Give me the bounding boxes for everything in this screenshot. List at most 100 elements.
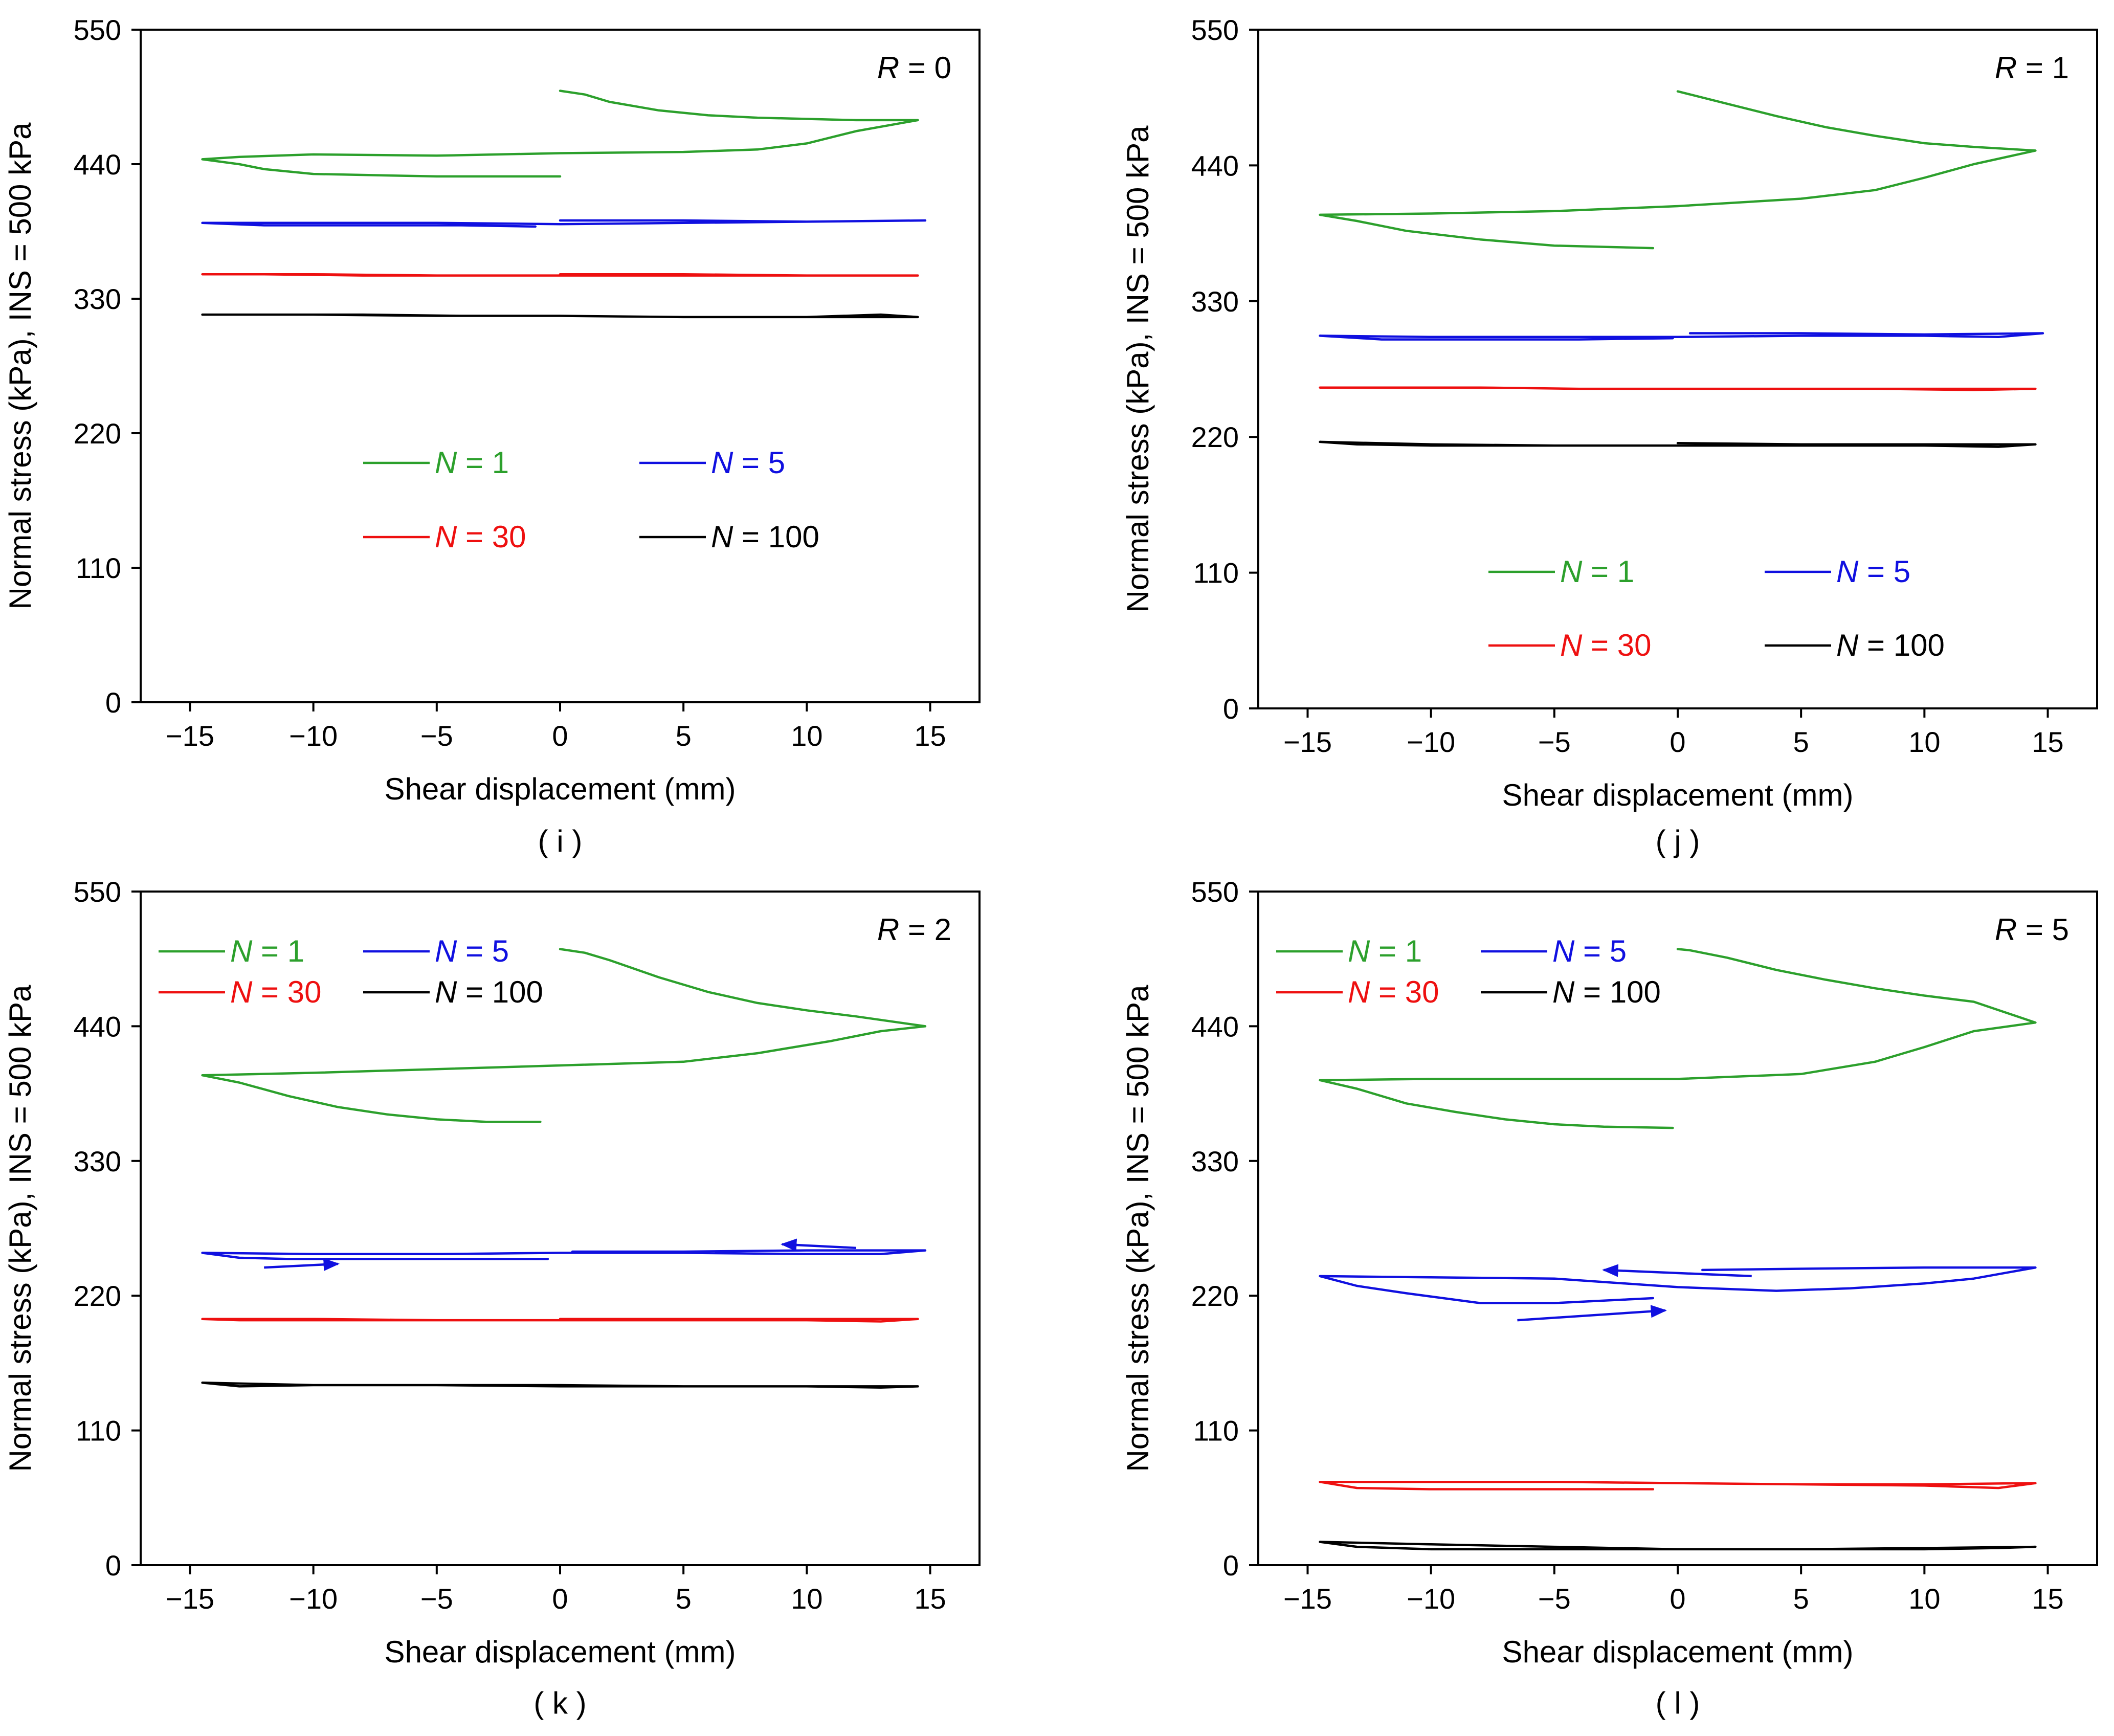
x-tick-label: 10	[791, 720, 822, 752]
legend-n-value: = 5	[457, 934, 509, 968]
x-tick-label: −15	[166, 1583, 214, 1615]
direction-arrow	[264, 1258, 340, 1271]
legend-label: N = 100	[1552, 975, 1661, 1009]
y-tick-label: 220	[74, 1280, 121, 1312]
x-tick-label: −5	[420, 1583, 453, 1615]
x-axis-label: Shear displacement (mm)	[385, 772, 736, 806]
y-tick-label: 440	[74, 148, 121, 181]
legend-label: N = 100	[711, 520, 819, 554]
x-tick-label: 0	[1670, 726, 1685, 758]
legend-n-value: = 100	[733, 520, 819, 554]
y-tick-label: 550	[74, 14, 121, 46]
y-tick-label: 220	[1191, 1280, 1239, 1312]
series-line-n100	[1319, 1541, 2037, 1551]
x-tick-label: −5	[1538, 726, 1571, 758]
r-symbol: R	[1995, 51, 2017, 85]
legend-label: N = 1	[435, 446, 509, 480]
legend-n-value: = 30	[252, 975, 321, 1009]
legend-n-symbol: N	[435, 975, 457, 1009]
legend-label: N = 30	[435, 520, 526, 554]
series-line-n30	[201, 1318, 919, 1323]
series-line-n1	[1319, 90, 2037, 250]
series-line-n100	[201, 313, 919, 319]
legend-n-symbol: N	[435, 934, 457, 968]
x-tick-label: 5	[676, 1583, 692, 1615]
r-value: = 1	[2017, 51, 2069, 85]
y-tick-label: 330	[74, 283, 121, 315]
r-symbol: R	[877, 51, 899, 85]
legend-label: N = 100	[1836, 628, 1945, 662]
direction-arrow	[1517, 1305, 1667, 1322]
x-tick-label: 0	[552, 720, 568, 752]
legend-n-value: = 5	[733, 446, 785, 480]
y-tick-label: 330	[1191, 285, 1239, 318]
legend-n-value: = 30	[457, 520, 526, 554]
series-line-n5	[201, 219, 927, 228]
panel-caption: ( i )	[538, 824, 583, 858]
series-line-n30	[201, 273, 919, 277]
r-value: = 2	[899, 912, 951, 947]
panel-caption: ( k )	[533, 1686, 586, 1720]
plot-frame	[1257, 29, 2098, 709]
x-axis-label: Shear displacement (mm)	[1502, 1635, 1854, 1669]
y-tick-label: 330	[1191, 1145, 1239, 1177]
x-tick-label: 5	[676, 720, 692, 752]
x-tick-label: −10	[1407, 1583, 1455, 1615]
legend-n-symbol: N	[435, 446, 457, 480]
panel-caption: ( j )	[1656, 824, 1700, 858]
x-tick-label: −15	[166, 720, 214, 752]
legend-n-value: = 1	[1370, 934, 1422, 968]
plot-frame	[140, 29, 981, 703]
x-tick-label: 5	[1793, 726, 1809, 758]
y-axis-label: Normal stress (kPa), INS = 500 kPa	[1121, 985, 1155, 1472]
y-tick-label: 440	[1191, 149, 1239, 182]
y-tick-label: 220	[1191, 421, 1239, 453]
legend-n-symbol: N	[1836, 628, 1859, 662]
y-tick-label: 110	[76, 552, 121, 584]
y-tick-label: 110	[1193, 557, 1239, 589]
y-tick-label: 550	[1191, 14, 1239, 46]
y-tick-label: 110	[76, 1415, 121, 1447]
panel-caption: ( l )	[1656, 1686, 1700, 1720]
panel-3: −15 −10 −5 0 5 10 15 0 110 220 330 440 550 Shear disp…	[3, 876, 981, 1720]
legend-n-value: = 1	[457, 446, 509, 480]
x-tick-label: 15	[914, 720, 946, 752]
x-tick-label: 15	[2032, 1583, 2063, 1615]
legend-n-symbol: N	[1836, 554, 1859, 589]
series-line-n1	[1319, 948, 2037, 1129]
legend-n-value: = 1	[1582, 554, 1634, 589]
legend-n-value: = 1	[252, 934, 304, 968]
x-tick-label: 0	[1670, 1583, 1685, 1615]
panel-4: −15 −10 −5 0 5 10 15 0 110 220 330 440 550 Shear disp…	[1121, 876, 2098, 1720]
legend-label: N = 30	[1560, 628, 1651, 662]
x-axis-label: Shear displacement (mm)	[385, 1635, 736, 1669]
r-symbol: R	[877, 912, 899, 947]
series-line-n100	[201, 1381, 919, 1389]
series-line-n1	[201, 90, 919, 178]
y-tick-label: 440	[74, 1010, 121, 1042]
y-axis-label: Normal stress (kPa), INS = 500 kPa	[3, 122, 37, 610]
legend-n-symbol: N	[230, 934, 253, 968]
y-axis-label: Normal stress (kPa), INS = 500 kPa	[1121, 125, 1155, 613]
legend-n-symbol: N	[230, 975, 253, 1009]
legend-n-symbol: N	[435, 520, 457, 554]
legend-n-symbol: N	[1552, 934, 1575, 968]
legend-label: N = 100	[435, 975, 543, 1009]
legend-n-symbol: N	[1348, 934, 1370, 968]
direction-arrow	[780, 1238, 856, 1252]
x-tick-label: 0	[552, 1583, 568, 1615]
legend-label: N = 5	[711, 446, 785, 480]
x-tick-label: −10	[289, 1583, 338, 1615]
legend-label: N = 1	[1348, 934, 1422, 968]
legend-label: N = 5	[1836, 554, 1910, 589]
r-label: R = 5	[1995, 912, 2069, 947]
y-tick-label: 550	[74, 876, 121, 908]
r-label: R = 2	[877, 912, 951, 947]
series-line-n30	[1319, 386, 2037, 391]
legend-label: N = 30	[230, 975, 321, 1009]
legend-label: N = 5	[1552, 934, 1627, 968]
x-tick-label: −10	[289, 720, 338, 752]
x-tick-label: −15	[1283, 1583, 1332, 1615]
y-tick-label: 110	[1193, 1415, 1239, 1447]
legend-n-symbol: N	[1348, 975, 1370, 1009]
